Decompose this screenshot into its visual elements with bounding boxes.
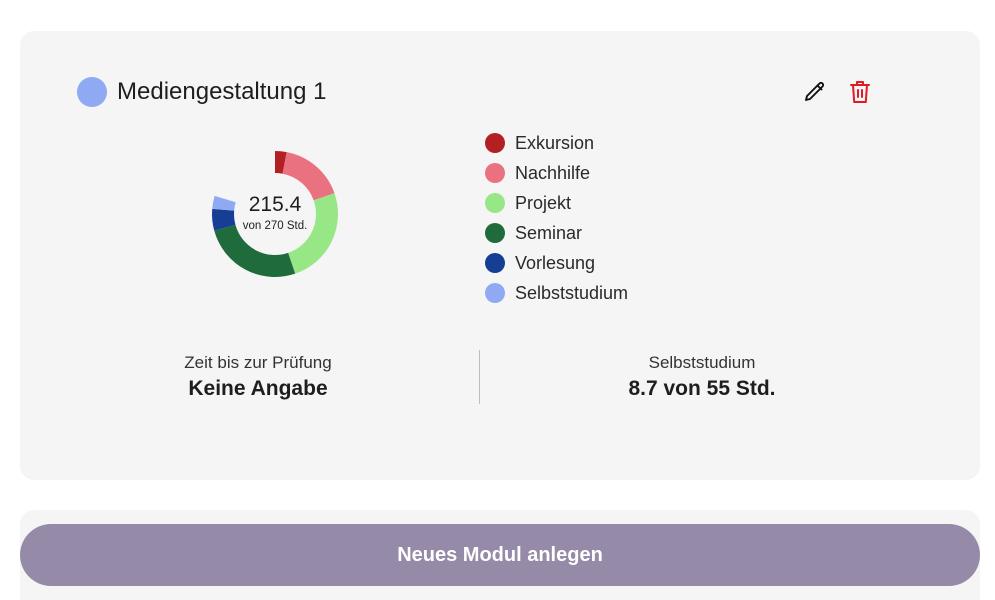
self-study-value: 8.7 von 55 Std.: [628, 377, 776, 400]
hours-donut-chart: 215.4 von 270 Std.: [210, 149, 340, 279]
donut-segment-nachhilfe: [282, 152, 335, 201]
edit-module-button[interactable]: [802, 79, 828, 105]
pencil-icon: [805, 82, 824, 101]
legend-dot: [485, 163, 505, 183]
donut-total-value: 215.4: [248, 193, 302, 216]
donut-segment-exkursion: [274, 151, 287, 174]
donut-segment-vorlesung: [212, 208, 236, 231]
legend-dot: [485, 133, 505, 153]
exam-time-stat: Zeit bis zur Prüfung Keine Angabe: [108, 352, 408, 404]
exam-time-label: Zeit bis zur Prüfung: [184, 353, 332, 372]
legend-item-nachhilfe: Nachhilfe: [485, 158, 628, 188]
legend-item-selbststudium: Selbststudium: [485, 278, 628, 308]
new-module-button[interactable]: Neues Modul anlegen: [20, 524, 980, 586]
donut-total-subtext: von 270 Std.: [242, 220, 308, 232]
exam-time-value: Keine Angabe: [188, 377, 328, 400]
donut-segment-seminar: [214, 224, 296, 277]
legend-label: Selbststudium: [515, 282, 629, 303]
delete-module-button[interactable]: [847, 79, 873, 105]
legend-dot: [485, 223, 505, 243]
legend-item-exkursion: Exkursion: [485, 128, 628, 158]
legend-dot: [485, 253, 505, 273]
module-title: Mediengestaltung 1: [117, 78, 327, 105]
self-study-label: Selbststudium: [648, 353, 756, 372]
legend-label: Projekt: [515, 192, 572, 213]
legend-label: Seminar: [515, 222, 583, 243]
donut-segment-selbststudium: [212, 195, 236, 211]
legend-item-seminar: Seminar: [485, 218, 628, 248]
legend-label: Nachhilfe: [515, 162, 591, 183]
legend-label: Vorlesung: [515, 252, 596, 273]
legend-item-projekt: Projekt: [485, 188, 628, 218]
donut-segment-projekt: [287, 193, 338, 274]
trash-icon: [850, 81, 870, 103]
stats-divider: [479, 350, 480, 404]
category-legend: Exkursion Nachhilfe Projekt Seminar Vorl…: [485, 128, 628, 308]
legend-item-vorlesung: Vorlesung: [485, 248, 628, 278]
legend-dot: [485, 193, 505, 213]
legend-label: Exkursion: [515, 132, 595, 153]
legend-dot: [485, 283, 505, 303]
self-study-stat: Selbststudium 8.7 von 55 Std.: [552, 352, 852, 404]
module-color-dot: [77, 77, 107, 107]
donut-svg: [212, 151, 338, 277]
